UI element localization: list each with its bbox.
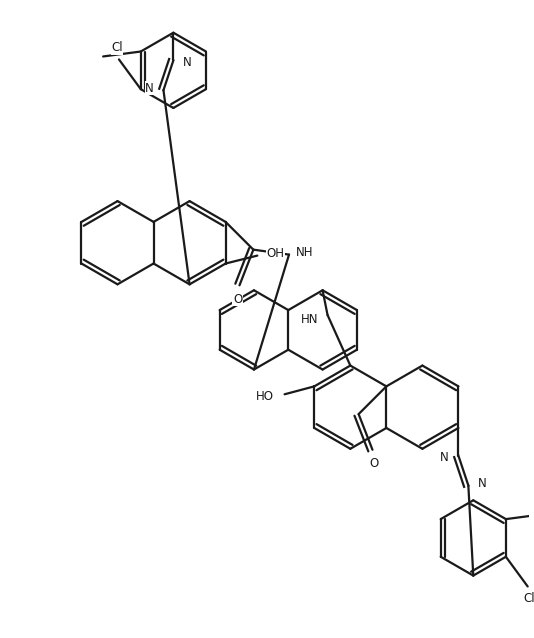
Text: HN: HN <box>301 313 318 327</box>
Text: Cl: Cl <box>111 41 123 54</box>
Text: OH: OH <box>266 247 284 260</box>
Text: N: N <box>478 477 486 490</box>
Text: N: N <box>440 451 449 464</box>
Text: N: N <box>145 82 154 94</box>
Text: O: O <box>233 293 242 306</box>
Text: N: N <box>183 56 192 69</box>
Text: HO: HO <box>256 390 274 403</box>
Text: NH: NH <box>296 246 313 259</box>
Text: O: O <box>370 457 379 470</box>
Text: Cl: Cl <box>524 592 534 605</box>
